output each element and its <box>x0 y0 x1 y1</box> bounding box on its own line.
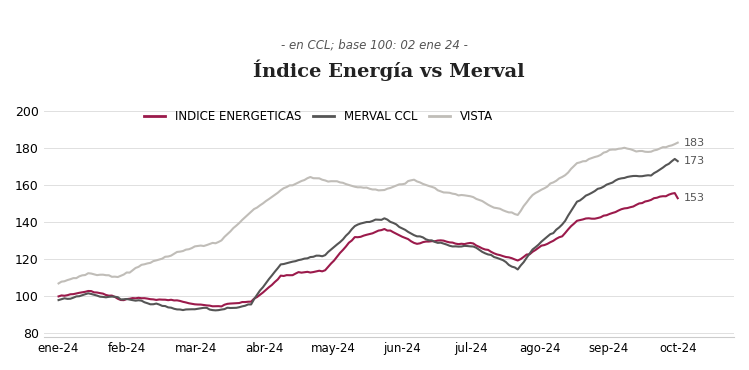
Text: - en CCL; base 100: 02 ene 24 -: - en CCL; base 100: 02 ene 24 - <box>281 38 468 51</box>
Legend: INDICE ENERGETICAS, MERVAL CCL, VISTA: INDICE ENERGETICAS, MERVAL CCL, VISTA <box>139 105 497 128</box>
Text: 183: 183 <box>684 138 705 148</box>
Text: 153: 153 <box>684 193 705 203</box>
Title: Índice Energía vs Merval: Índice Energía vs Merval <box>253 60 525 81</box>
Text: 173: 173 <box>684 156 705 166</box>
